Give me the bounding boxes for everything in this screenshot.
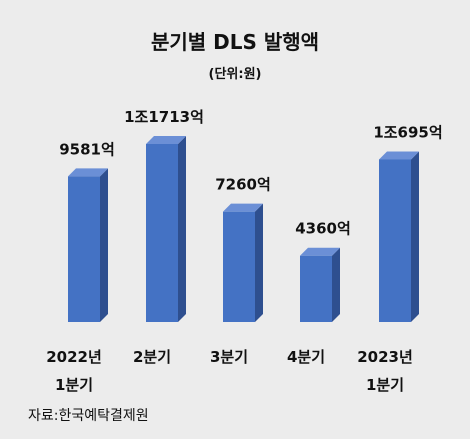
bar-top xyxy=(146,136,186,144)
bar-front xyxy=(146,144,178,322)
bar-4 xyxy=(300,247,340,322)
value-label: 7260억 xyxy=(215,176,271,194)
bar-2 xyxy=(146,136,186,322)
bar-top xyxy=(68,168,108,177)
x-tick-label: 1분기 xyxy=(55,376,93,394)
value-label: 1조1713억 xyxy=(124,108,204,126)
bar-top xyxy=(379,151,419,160)
x-tick-label: 4분기 xyxy=(287,348,325,366)
bar-side xyxy=(411,151,419,322)
x-tick-label: 2분기 xyxy=(133,348,171,366)
bar-5 xyxy=(379,151,419,322)
x-tick-label: 3분기 xyxy=(210,348,248,366)
x-tick-label: 2022년 xyxy=(46,348,102,366)
bar-front xyxy=(223,211,255,322)
bar-front xyxy=(379,159,411,322)
bar-3 xyxy=(223,203,263,322)
unit-label: (단위:원) xyxy=(208,67,262,82)
source-note: 자료:한국예탁결제원 xyxy=(28,408,149,424)
chart-title: 분기별 DLS 발행액 xyxy=(150,30,320,54)
bar-1 xyxy=(68,168,108,322)
x-tick-label: 1분기 xyxy=(366,376,404,394)
value-label: 1조695억 xyxy=(373,123,442,141)
bar-side xyxy=(100,168,108,322)
value-label: 9581억 xyxy=(59,140,115,158)
bar-side xyxy=(178,136,186,322)
x-tick-label: 2023년 xyxy=(357,348,413,366)
bar-top xyxy=(300,247,340,256)
bar-side xyxy=(255,203,263,322)
bar-front xyxy=(68,176,100,322)
bar-side xyxy=(332,247,340,322)
bar-top xyxy=(223,203,263,212)
bar-front xyxy=(300,255,332,322)
value-label: 4360억 xyxy=(295,220,351,238)
